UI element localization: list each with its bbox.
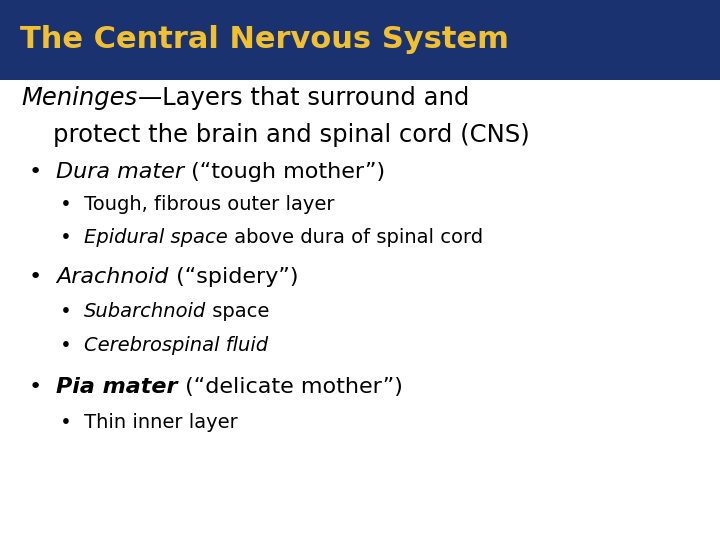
Text: •: •	[29, 336, 84, 355]
Text: The Central Nervous System: The Central Nervous System	[20, 25, 509, 55]
Text: —Layers that surround and: —Layers that surround and	[138, 86, 469, 110]
Text: •: •	[29, 267, 56, 287]
Text: Pia mater: Pia mater	[56, 377, 178, 397]
Text: Subarchnoid: Subarchnoid	[84, 302, 206, 321]
Text: (“spidery”): (“spidery”)	[168, 267, 298, 287]
Text: •: •	[29, 162, 56, 182]
Text: •: •	[29, 302, 84, 321]
Text: space: space	[206, 302, 269, 321]
Text: •: •	[29, 228, 84, 247]
Bar	[0, 0, 720, 80]
Text: protect the brain and spinal cord (CNS): protect the brain and spinal cord (CNS)	[22, 123, 529, 147]
Text: •  Tough, fibrous outer layer: • Tough, fibrous outer layer	[29, 195, 334, 214]
Text: (“delicate mother”): (“delicate mother”)	[178, 377, 402, 397]
Text: Epidural space: Epidural space	[84, 228, 228, 247]
Text: •: •	[29, 377, 56, 397]
Text: Cerebrospinal fluid: Cerebrospinal fluid	[84, 336, 268, 355]
Text: •  Thin inner layer: • Thin inner layer	[29, 413, 238, 432]
Text: (“tough mother”): (“tough mother”)	[184, 162, 385, 182]
Text: Dura mater: Dura mater	[56, 162, 184, 182]
Text: Meninges: Meninges	[22, 86, 138, 110]
Text: above dura of spinal cord: above dura of spinal cord	[228, 228, 483, 247]
Text: Arachnoid: Arachnoid	[56, 267, 168, 287]
